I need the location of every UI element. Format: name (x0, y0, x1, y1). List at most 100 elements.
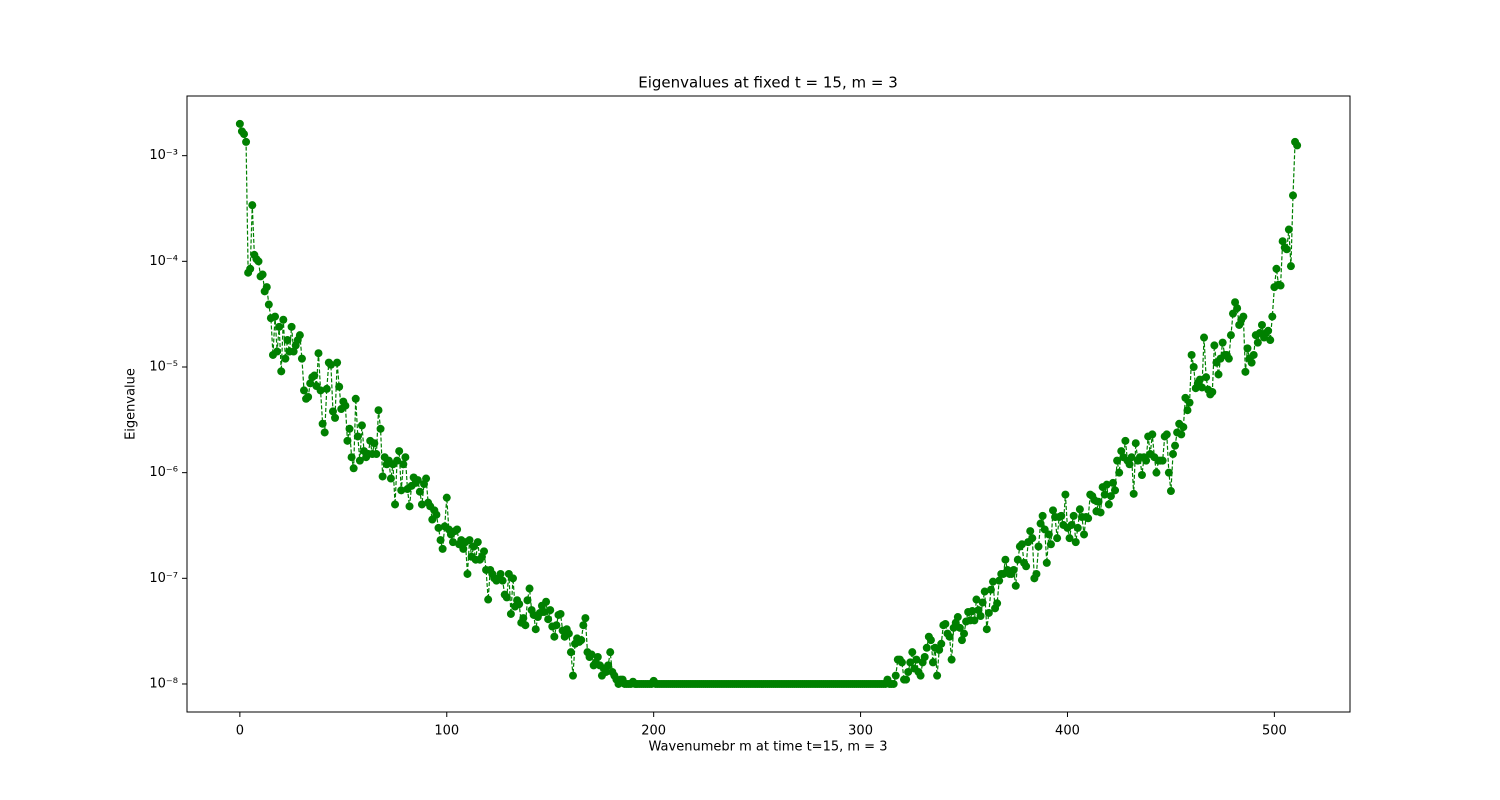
data-point (1096, 508, 1105, 517)
data-point (1243, 344, 1252, 353)
data-point (1187, 350, 1196, 359)
data-point (1065, 534, 1074, 543)
data-point (357, 421, 366, 430)
data-point (254, 257, 263, 266)
data-point (508, 574, 517, 583)
data-point (935, 645, 944, 654)
data-point (283, 336, 292, 345)
data-point (1278, 237, 1287, 246)
data-point (498, 576, 507, 585)
data-point (1200, 333, 1209, 342)
data-point (1241, 367, 1250, 376)
data-point (970, 616, 979, 625)
data-point (984, 608, 993, 617)
data-point (976, 611, 985, 620)
data-point (1286, 262, 1295, 271)
data-point (1226, 331, 1235, 340)
data-point (1195, 375, 1204, 384)
data-point (1162, 430, 1171, 439)
data-point (262, 283, 271, 292)
data-point (1233, 304, 1242, 313)
data-point (1185, 398, 1194, 407)
data-point (353, 432, 362, 441)
data-point (434, 523, 443, 532)
data-point (986, 585, 995, 594)
data-point (1293, 141, 1302, 150)
data-point (525, 584, 534, 593)
data-point (1080, 530, 1089, 539)
data-point (602, 667, 611, 676)
data-point (374, 406, 383, 415)
data-point (1266, 336, 1275, 345)
data-point (937, 639, 946, 648)
data-point (1034, 542, 1043, 551)
data-point (306, 379, 315, 388)
data-point (1171, 441, 1180, 450)
data-point (1148, 430, 1157, 439)
x-axis-label: Wavenumebr m at time t=15, m = 3 (649, 740, 888, 755)
data-point (1022, 562, 1031, 571)
data-point (473, 538, 482, 547)
data-point (515, 600, 524, 609)
data-point (1111, 486, 1120, 495)
data-point (889, 679, 898, 688)
y-tick-label: 10⁻⁶ (149, 465, 178, 480)
data-point (1210, 341, 1219, 350)
data-point (295, 331, 304, 340)
data-point (920, 653, 929, 662)
data-point (1189, 362, 1198, 371)
data-point (1129, 489, 1138, 498)
data-point (275, 322, 284, 331)
data-point (1197, 383, 1206, 392)
data-point (552, 621, 561, 630)
data-point (960, 629, 969, 638)
data-point (897, 658, 906, 667)
data-point (945, 632, 954, 641)
x-tick-label: 500 (1262, 724, 1287, 739)
data-point (1142, 456, 1151, 465)
data-point (432, 510, 441, 519)
data-point (378, 472, 387, 481)
data-point (521, 621, 530, 630)
data-point (1038, 511, 1047, 520)
data-point (550, 632, 559, 641)
data-point (1084, 514, 1093, 523)
data-point (333, 358, 342, 367)
data-point (413, 476, 422, 485)
data-point (1202, 373, 1211, 382)
x-tick-label: 0 (236, 724, 244, 739)
data-point (328, 407, 337, 416)
data-point (316, 386, 325, 395)
data-point (955, 623, 964, 632)
data-point (519, 614, 528, 623)
data-point (289, 347, 298, 356)
y-tick-label: 10⁻⁴ (149, 254, 178, 269)
plot-frame (186, 95, 1351, 713)
data-point (564, 629, 573, 638)
data-point (438, 544, 447, 553)
data-point (1100, 490, 1109, 499)
data-point (300, 386, 309, 395)
data-point (972, 595, 981, 604)
data-point (1158, 456, 1167, 465)
data-point (523, 596, 532, 605)
x-tick-label: 100 (434, 724, 459, 739)
data-point (264, 300, 273, 309)
data-point (465, 536, 474, 545)
data-point (579, 621, 588, 630)
data-point (331, 413, 340, 422)
data-point (480, 547, 489, 556)
data-point (904, 667, 913, 676)
data-point (1113, 456, 1122, 465)
data-point (436, 536, 445, 545)
data-point (453, 525, 462, 534)
data-point (947, 655, 956, 664)
data-point (1042, 558, 1051, 567)
data-point (1208, 387, 1217, 396)
data-point (544, 615, 553, 624)
data-point (1061, 490, 1070, 499)
data-point (1239, 312, 1248, 321)
data-point (448, 538, 457, 547)
data-point (496, 569, 505, 578)
